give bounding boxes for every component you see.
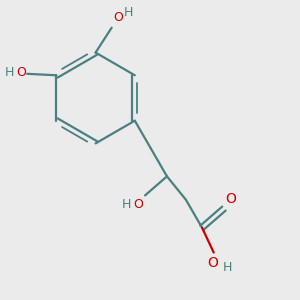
Text: O: O [16, 66, 26, 79]
Text: O: O [225, 192, 236, 206]
Text: H: H [4, 66, 14, 79]
Text: O: O [113, 11, 123, 24]
Text: H: H [223, 261, 232, 274]
Text: O: O [134, 198, 144, 211]
Text: O: O [208, 256, 219, 270]
Text: H: H [122, 198, 131, 211]
Text: H: H [124, 6, 133, 19]
